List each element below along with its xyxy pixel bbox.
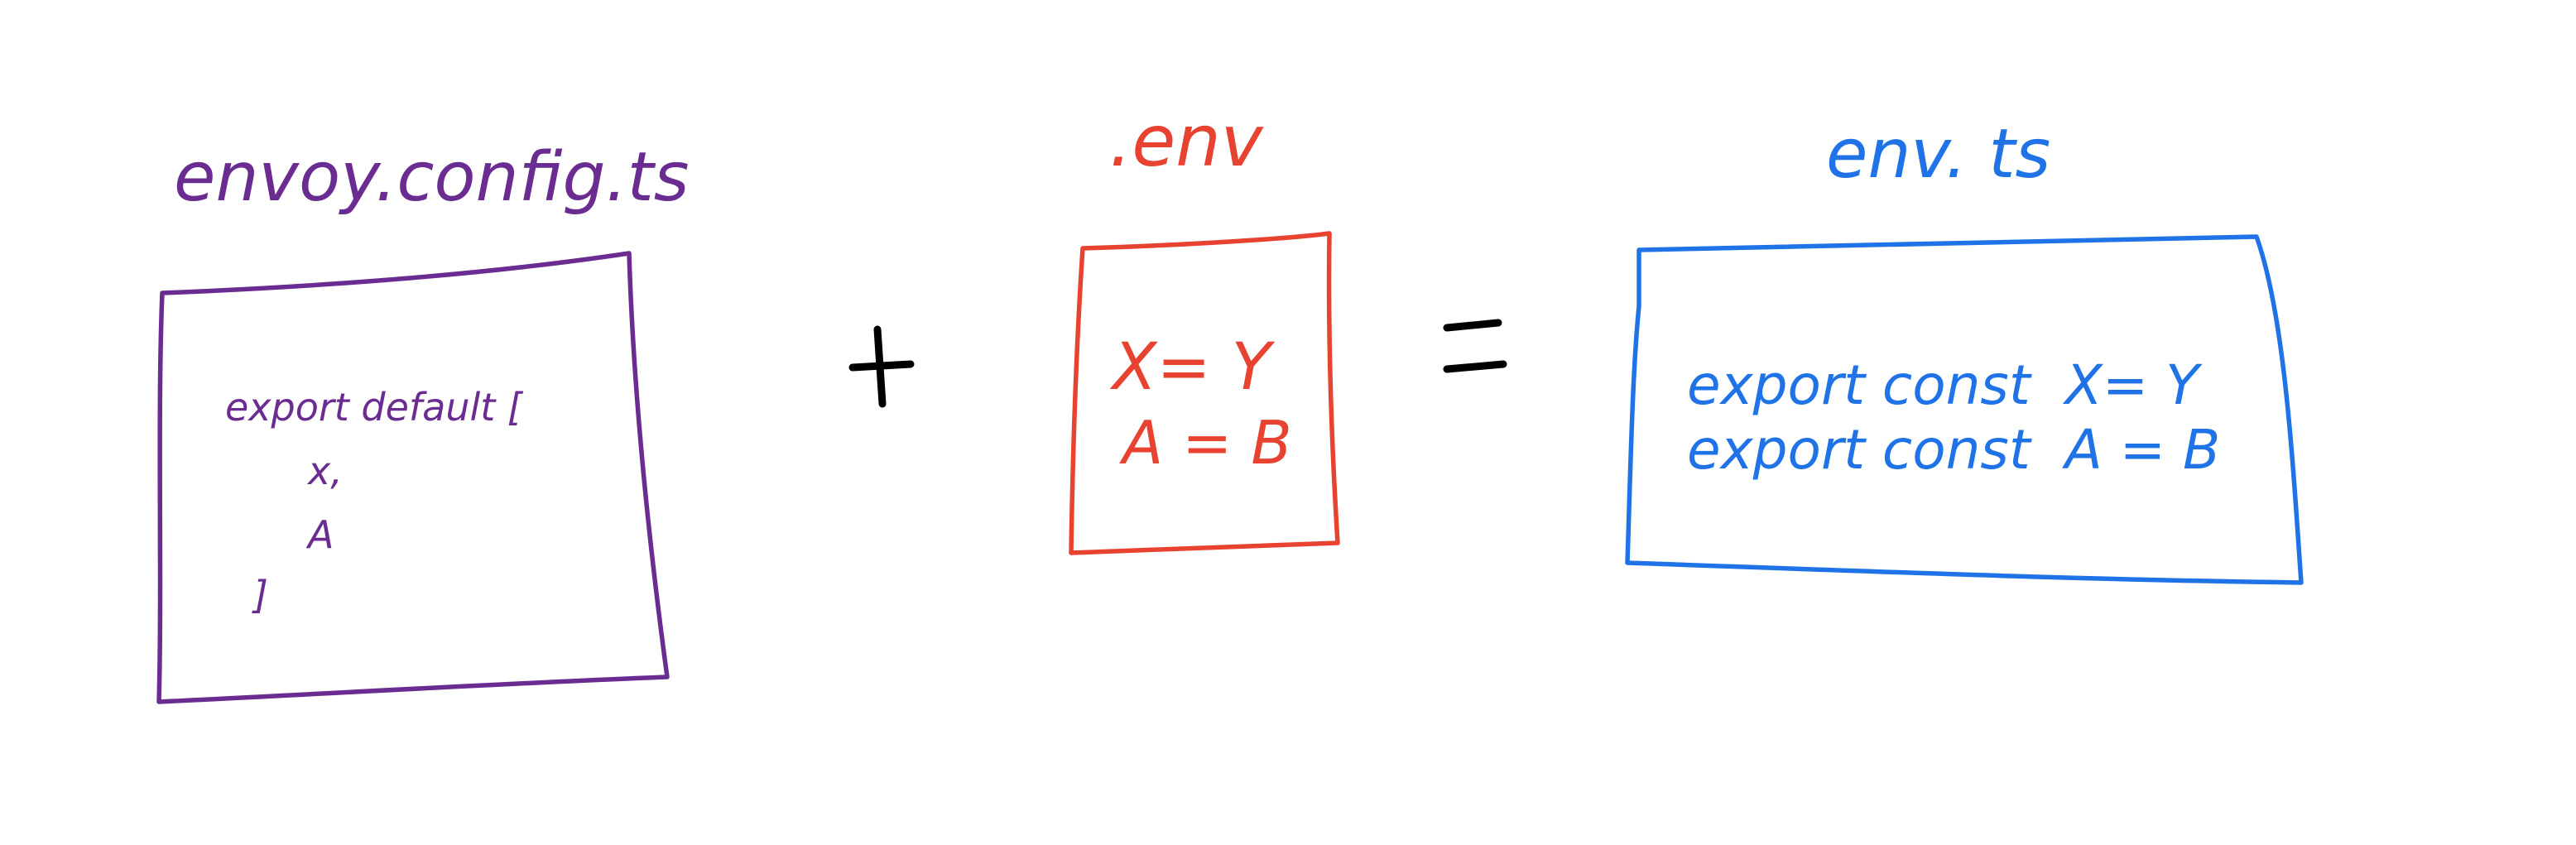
env-line-2: A = B [1119, 408, 1292, 478]
config-title: envoy.config.ts [174, 138, 690, 217]
config-line-2: x, [306, 449, 343, 493]
config-line-3: A [305, 512, 334, 557]
output-box [1625, 234, 2304, 585]
output-line-1: export const X= Y [1687, 353, 2203, 417]
config-line-4: ] [252, 573, 268, 617]
env-group: .env X= Y A = B [1069, 100, 1340, 555]
env-title: .env [1109, 100, 1264, 183]
config-line-1: export default [ [225, 385, 524, 430]
config-box [156, 251, 670, 704]
output-title: env. ts [1826, 115, 2050, 194]
output-line-2: export const A = B [1687, 418, 2220, 482]
plus-icon [848, 325, 915, 408]
env-line-1: X= Y [1109, 330, 1276, 405]
config-group: envoy.config.ts export default [ x, A ] [156, 138, 690, 704]
env-box [1069, 231, 1340, 555]
equals-icon [1443, 319, 1507, 373]
output-group: env. ts export const X= Y export const A… [1625, 115, 2304, 585]
